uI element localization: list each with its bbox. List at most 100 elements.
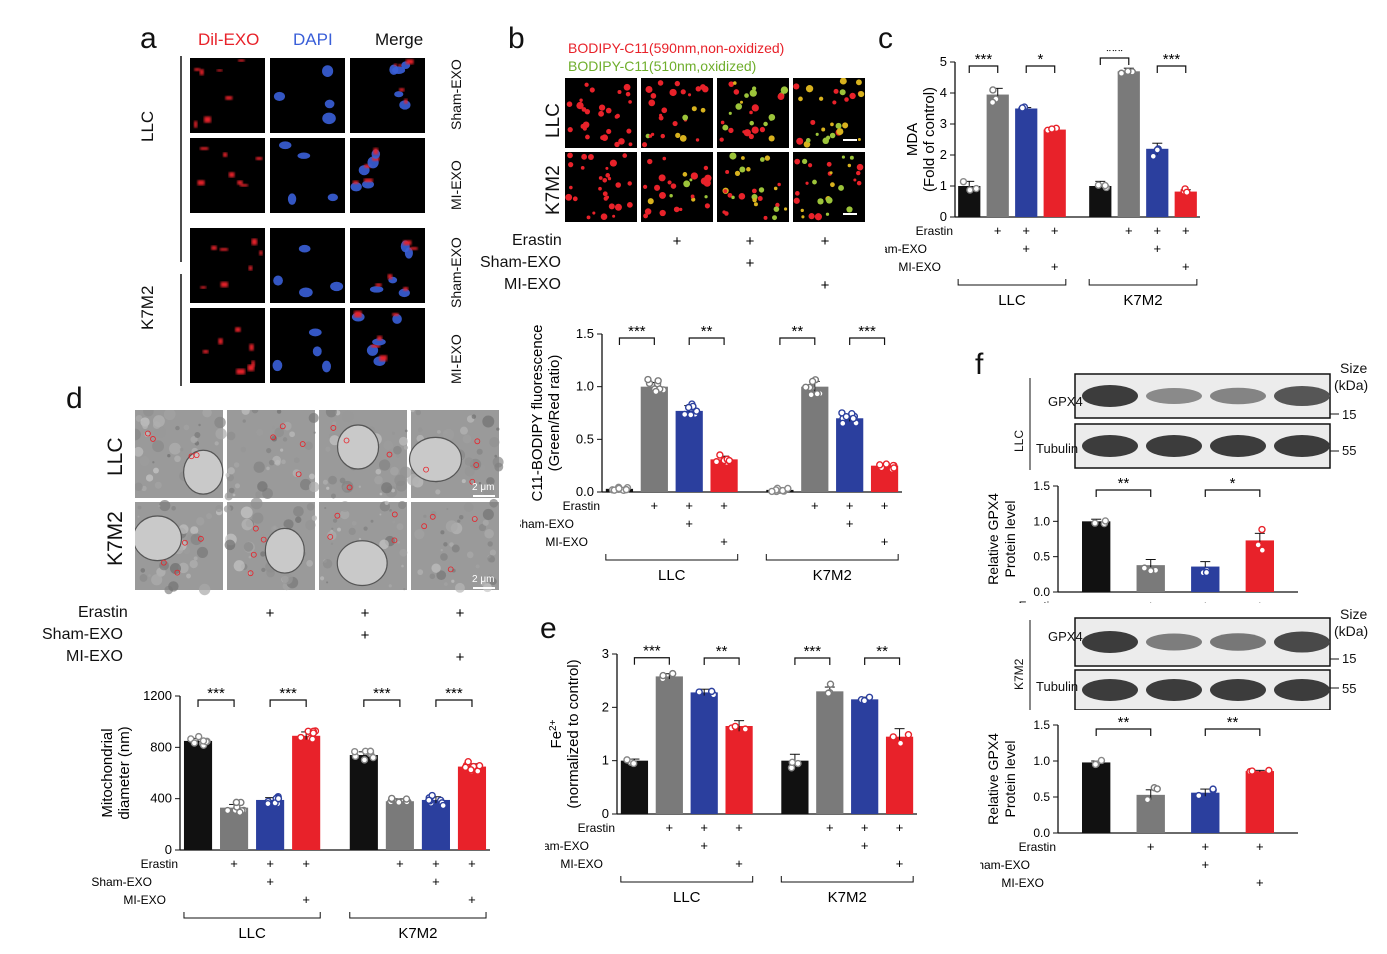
y-tick-label: 0.0 xyxy=(1033,826,1050,840)
significance-label: ** xyxy=(701,323,713,340)
em-tile xyxy=(224,410,320,501)
data-point xyxy=(1258,525,1266,534)
data-point xyxy=(439,801,447,810)
microscopy-tile xyxy=(270,308,345,383)
group-bracket xyxy=(605,554,739,561)
data-point xyxy=(388,794,396,803)
treatment-label: Erastin xyxy=(1019,840,1056,854)
group-label: LLC xyxy=(673,889,701,906)
significance-label: *** xyxy=(975,51,993,68)
blot-band xyxy=(1082,679,1138,701)
plus-mark: + xyxy=(432,874,440,889)
data-point xyxy=(425,796,433,805)
y-axis-label-line: Mitochondrial xyxy=(99,728,116,817)
group-label: K7M2 xyxy=(398,925,437,942)
significance-label: *** xyxy=(279,685,297,702)
group-label: LLC xyxy=(658,567,686,584)
panel-b-row-k7m2: K7M2 xyxy=(543,165,564,215)
blot-band xyxy=(1210,633,1266,651)
plus-mark: + xyxy=(861,820,869,835)
panel-f-marker-15-2: 15 xyxy=(1342,651,1357,666)
plus-mark: + xyxy=(302,892,310,907)
data-point xyxy=(680,410,689,419)
plus-mark: + xyxy=(1182,259,1190,274)
panel-a-header-merge: Merge xyxy=(375,30,424,49)
group-bracket xyxy=(349,912,487,919)
significance-label: *** xyxy=(804,643,822,660)
data-point xyxy=(988,98,997,107)
y-tick-label: 1.0 xyxy=(1033,754,1050,768)
significance-label: *** xyxy=(373,685,391,702)
plus-mark: + xyxy=(468,856,476,871)
plus-mark: + xyxy=(746,233,755,250)
y-tick-label: 0.0 xyxy=(1033,585,1050,599)
bar xyxy=(958,186,981,217)
significance-bracket xyxy=(1095,489,1152,497)
bar xyxy=(1082,762,1111,833)
y-axis-label: Mitochondrialdiameter (nm) xyxy=(99,726,133,819)
plus-mark: + xyxy=(896,856,904,871)
plus-mark: + xyxy=(651,498,659,513)
bar xyxy=(690,692,718,814)
panel-a-header-dil: Dil-EXO xyxy=(198,30,260,49)
microscopy-tile xyxy=(190,138,265,213)
bar xyxy=(725,726,753,814)
y-tick-label: 1 xyxy=(602,753,609,768)
superscript: 2+ xyxy=(548,719,559,731)
data-point xyxy=(890,464,898,472)
data-point xyxy=(972,184,981,193)
data-point xyxy=(467,766,475,774)
plus-mark: + xyxy=(396,856,404,871)
blot-band xyxy=(1274,631,1330,653)
plus-mark: + xyxy=(1256,839,1264,854)
em-tile xyxy=(411,498,499,593)
significance-bracket xyxy=(688,337,725,345)
data-point xyxy=(1183,188,1191,196)
bar xyxy=(885,736,914,814)
blot-band xyxy=(1210,387,1266,405)
plus-mark: + xyxy=(266,856,274,871)
chart-f-k7m2-gpx4: 0.0 0.5 1.0 1.5 Relative GPX4Protein level **… xyxy=(980,715,1298,890)
group-label: K7M2 xyxy=(1123,292,1162,309)
bar xyxy=(836,418,864,492)
bar xyxy=(655,676,683,814)
significance-bracket xyxy=(435,699,473,707)
significance-bracket xyxy=(269,699,307,707)
significance-bracket xyxy=(1204,728,1261,736)
significance-label: *** xyxy=(858,323,876,340)
treatment-label: Erastin xyxy=(141,857,178,871)
significance-label: ** xyxy=(792,323,804,340)
data-point xyxy=(1202,568,1211,577)
y-tick-label: 0.5 xyxy=(1033,550,1050,564)
significance-bracket xyxy=(618,337,655,345)
microscopy-tile xyxy=(190,308,265,383)
panel-letter-c: c xyxy=(878,22,893,55)
panel-b-erastin-label: Erastin xyxy=(512,232,562,249)
panel-f-size-1: Size xyxy=(1340,360,1368,376)
data-point xyxy=(1258,546,1267,554)
data-point xyxy=(644,375,652,384)
data-point xyxy=(1153,146,1162,154)
y-tick-label: 3 xyxy=(602,646,609,661)
fluorescence-tile xyxy=(717,152,789,222)
significance-label: * xyxy=(1230,478,1236,492)
data-point xyxy=(190,739,199,747)
significance-bracket xyxy=(849,337,886,345)
y-tick-label: 2 xyxy=(602,699,609,714)
data-point xyxy=(695,688,703,696)
plus-mark: + xyxy=(826,820,834,835)
bar xyxy=(292,735,321,850)
treatment-label: MI-EXO xyxy=(1001,876,1044,890)
bar xyxy=(183,740,213,850)
panel-b-mi-label: MI-EXO xyxy=(504,276,561,293)
gpx4-blot-strip xyxy=(1074,617,1331,667)
y-axis-label: Fe2+ (normalized to control) xyxy=(548,659,583,808)
y-axis-label: C11-BODIPY fluorescence(Green/Red ratio) xyxy=(529,324,563,501)
significance-label: *** xyxy=(1106,50,1124,60)
panel-b-legend-red: BODIPY-C11(590nm,non-oxidized) xyxy=(568,40,785,56)
panel-f-tubulin-label-1: Tubulin xyxy=(1036,441,1079,456)
plus-mark: + xyxy=(673,233,682,250)
group-bracket xyxy=(183,912,321,919)
data-point xyxy=(813,390,821,398)
